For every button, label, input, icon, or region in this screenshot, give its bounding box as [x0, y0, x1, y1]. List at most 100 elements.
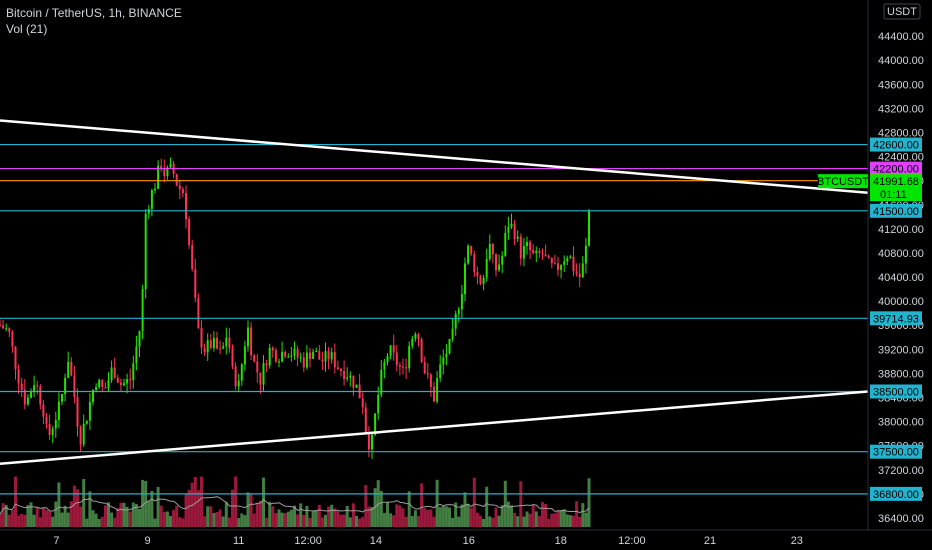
candle-body: [377, 394, 380, 414]
time-tick-label: 18: [555, 535, 567, 547]
price-tick-label: 38800.00: [878, 368, 924, 380]
candle-body: [467, 245, 470, 264]
candle-body: [501, 255, 504, 265]
candle-body: [547, 256, 550, 258]
volume-bar: [218, 509, 222, 527]
last-price-symbol-box: [818, 174, 868, 189]
candle-body: [17, 369, 20, 384]
candle-body: [361, 398, 364, 408]
level-label-text: 38500.00: [873, 386, 919, 398]
candle-body: [11, 331, 14, 347]
volume-bar: [246, 492, 250, 527]
candle-body: [262, 363, 265, 385]
candle-body: [340, 368, 342, 371]
candle-body: [588, 211, 590, 246]
volume-bar: [240, 513, 244, 527]
volume-bar: [364, 485, 368, 527]
candle-body: [371, 434, 373, 450]
volume-bar: [193, 476, 197, 527]
level-label-box: [870, 137, 922, 152]
volume-bar: [482, 518, 486, 527]
price-tick-label: 37200.00: [878, 465, 924, 477]
candle-body: [414, 333, 417, 339]
volume-bar: [525, 511, 529, 527]
candle-body: [327, 351, 330, 360]
volume-bar: [178, 517, 182, 527]
volume-bar: [320, 517, 324, 527]
candle-body: [364, 407, 367, 433]
candle-body: [243, 346, 246, 365]
price-tick-label: 40400.00: [878, 272, 924, 284]
candle-body: [274, 350, 277, 362]
candle-body: [296, 348, 299, 358]
volume-bar: [547, 518, 551, 527]
volume-bar: [556, 510, 560, 527]
volume-bar: [141, 479, 145, 527]
candle-body: [408, 346, 411, 369]
volume-bars: [0, 476, 591, 527]
level-label-text: 41500.00: [873, 206, 919, 218]
candle-body: [557, 263, 559, 271]
candle-body: [33, 385, 36, 393]
trendlines[interactable]: [0, 119, 869, 465]
volume-bar: [85, 518, 89, 527]
volume-bar: [460, 504, 464, 527]
volume-bar: [336, 510, 340, 527]
candle-body: [318, 350, 321, 360]
candle-body: [20, 383, 23, 390]
candle-body: [237, 380, 240, 387]
volume-bar: [271, 506, 275, 527]
candle-body: [240, 364, 243, 381]
horizontal-levels[interactable]: [0, 143, 868, 495]
volume-bar: [41, 507, 45, 527]
volume-bar: [0, 514, 2, 527]
volume-bar: [169, 516, 172, 527]
volume-bar: [268, 501, 272, 527]
volume-bar: [128, 511, 132, 527]
candle-body: [584, 245, 587, 264]
candle-body: [132, 363, 135, 381]
volume-bar: [147, 501, 151, 527]
candle-body: [355, 384, 358, 388]
candle-body: [206, 340, 209, 353]
candle-body: [64, 377, 67, 395]
candle-body: [185, 193, 187, 220]
candle-body: [135, 346, 138, 364]
volume-indicator-title[interactable]: Vol (21): [6, 22, 48, 36]
candle-body: [420, 339, 423, 363]
candle-body: [234, 366, 237, 387]
candle-body: [129, 379, 132, 381]
trendline-upper-resistance[interactable]: [0, 119, 869, 194]
time-tick-label: 21: [704, 535, 716, 547]
candle-body: [321, 359, 324, 362]
price-axis-background: [868, 0, 932, 530]
volume-bar: [311, 510, 315, 527]
candle-body: [110, 367, 113, 381]
volume-bar: [255, 503, 259, 527]
volume-bar: [119, 502, 123, 527]
level-label-box: [870, 203, 922, 218]
candle-body: [560, 264, 563, 271]
volume-bar: [4, 504, 8, 527]
candle-body: [76, 397, 79, 427]
candle-body: [82, 423, 85, 445]
volume-bar: [355, 515, 358, 527]
candle-body: [454, 313, 457, 329]
candle-body: [312, 351, 315, 359]
trendline-lower-support[interactable]: [0, 390, 869, 465]
volume-bar: [57, 482, 61, 527]
currency-badge[interactable]: USDT: [883, 3, 921, 20]
volume-bar: [265, 517, 269, 527]
time-axis[interactable]: 7 9 11 12:00 14 16 18 12:00 21 23: [53, 535, 803, 547]
volume-bar: [289, 509, 293, 527]
volume-bar: [522, 516, 526, 527]
volume-bar: [398, 505, 402, 527]
volume-bar: [550, 513, 554, 527]
candle-body: [163, 169, 166, 176]
symbol-title[interactable]: Bitcoin / TetherUS, 1h, BINANCE: [6, 6, 182, 20]
candle-body: [36, 385, 39, 387]
candle-body: [14, 346, 17, 370]
volume-ma-line: [0, 496, 590, 515]
candle-body: [271, 347, 274, 351]
